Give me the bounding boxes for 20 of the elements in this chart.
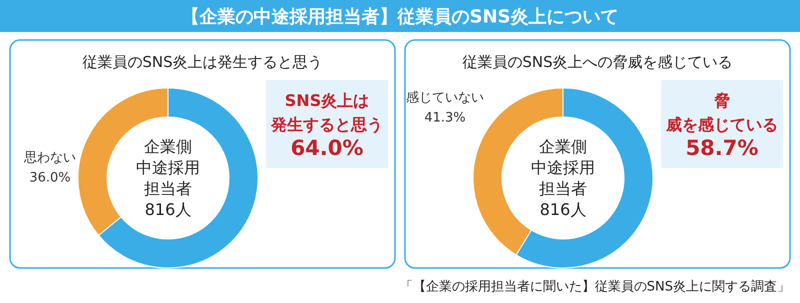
text: 中途採用 (531, 158, 595, 177)
slice-label: 感じていない (406, 90, 484, 106)
text: 「【企業の採用担当者に聞いた】従業員のSNS炎上に関する調査」 (400, 280, 790, 294)
chart-subtitle: 従業員のSNS炎上への脅威を感じている (462, 53, 733, 71)
slice-label: 思わない (23, 150, 76, 166)
data-label: 41.3% (424, 110, 466, 126)
text: 816人 (144, 200, 192, 219)
data-label: 58.7% (686, 136, 758, 160)
text: 企業側 (144, 137, 192, 156)
data-label: 36.0% (29, 170, 71, 186)
text: 816人 (540, 200, 586, 219)
chart-title: 【企業の中途採用担当者】従業員のSNS炎上について (182, 6, 618, 28)
slice-label: 脅威を感じている (665, 90, 778, 134)
text: 企業側 (539, 137, 587, 156)
text: 担当者 (144, 179, 192, 198)
data-label: 64.0% (290, 136, 364, 160)
chart-subtitle: 従業員のSNS炎上は発生すると思う (82, 53, 323, 71)
text: 担当者 (539, 179, 587, 198)
text: 中途採用 (136, 158, 200, 177)
slice-label: SNS炎上は発生すると思う (270, 90, 383, 134)
